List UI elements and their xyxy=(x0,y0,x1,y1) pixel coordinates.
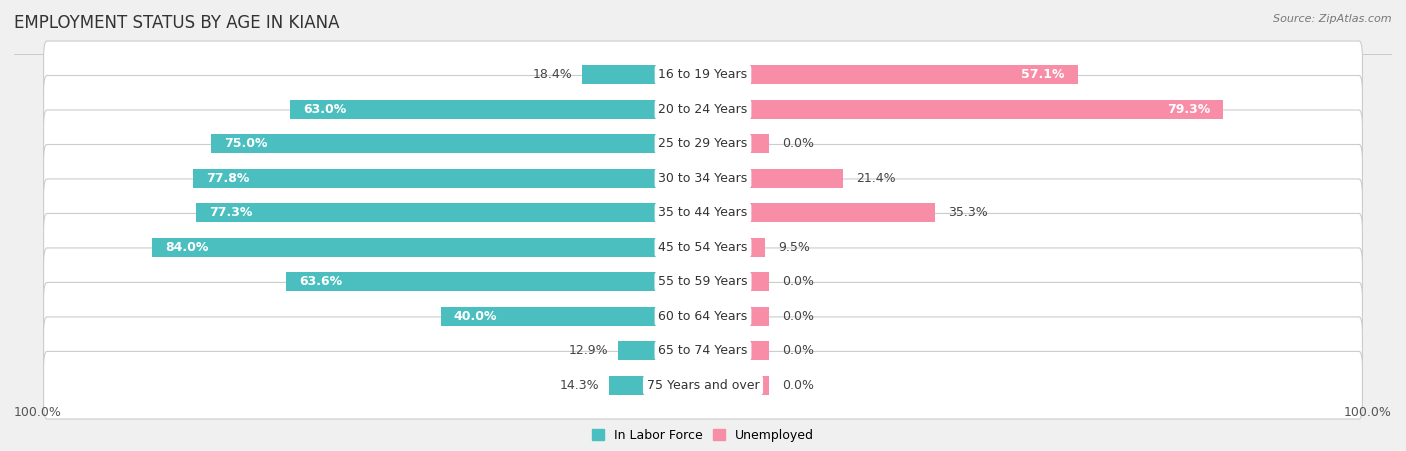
Text: 77.8%: 77.8% xyxy=(205,172,249,185)
Bar xyxy=(703,238,765,257)
Text: 77.3%: 77.3% xyxy=(209,206,252,219)
Text: 0.0%: 0.0% xyxy=(782,310,814,323)
Text: 45 to 54 Years: 45 to 54 Years xyxy=(658,241,748,254)
Text: 18.4%: 18.4% xyxy=(533,68,572,81)
Bar xyxy=(703,169,844,188)
Text: 75.0%: 75.0% xyxy=(224,137,267,150)
Text: 100.0%: 100.0% xyxy=(1344,406,1392,419)
Text: 9.5%: 9.5% xyxy=(779,241,810,254)
Text: 0.0%: 0.0% xyxy=(782,137,814,150)
FancyBboxPatch shape xyxy=(44,248,1362,316)
Text: 63.0%: 63.0% xyxy=(302,103,346,116)
FancyBboxPatch shape xyxy=(44,144,1362,212)
Text: 57.1%: 57.1% xyxy=(1021,68,1064,81)
Text: 40.0%: 40.0% xyxy=(454,310,498,323)
FancyBboxPatch shape xyxy=(44,179,1362,247)
Text: 14.3%: 14.3% xyxy=(560,379,599,392)
FancyBboxPatch shape xyxy=(44,351,1362,419)
Text: 75 Years and over: 75 Years and over xyxy=(647,379,759,392)
Bar xyxy=(152,238,703,257)
Text: 65 to 74 Years: 65 to 74 Years xyxy=(658,344,748,357)
FancyBboxPatch shape xyxy=(44,110,1362,178)
Bar xyxy=(285,272,703,291)
Bar xyxy=(703,65,1077,84)
Bar xyxy=(193,169,703,188)
Bar xyxy=(609,376,703,395)
Text: 35 to 44 Years: 35 to 44 Years xyxy=(658,206,748,219)
FancyBboxPatch shape xyxy=(44,317,1362,385)
Text: EMPLOYMENT STATUS BY AGE IN KIANA: EMPLOYMENT STATUS BY AGE IN KIANA xyxy=(14,14,340,32)
Legend: In Labor Force, Unemployed: In Labor Force, Unemployed xyxy=(592,429,814,442)
Text: 79.3%: 79.3% xyxy=(1167,103,1211,116)
Text: 20 to 24 Years: 20 to 24 Years xyxy=(658,103,748,116)
Text: 84.0%: 84.0% xyxy=(165,241,208,254)
Text: 12.9%: 12.9% xyxy=(569,344,609,357)
Bar xyxy=(195,203,703,222)
Bar xyxy=(703,203,935,222)
Text: 0.0%: 0.0% xyxy=(782,379,814,392)
Text: Source: ZipAtlas.com: Source: ZipAtlas.com xyxy=(1274,14,1392,23)
Bar xyxy=(703,307,769,326)
FancyBboxPatch shape xyxy=(44,75,1362,143)
Bar xyxy=(440,307,703,326)
Text: 60 to 64 Years: 60 to 64 Years xyxy=(658,310,748,323)
Bar xyxy=(703,272,769,291)
Text: 21.4%: 21.4% xyxy=(856,172,896,185)
Bar xyxy=(703,341,769,360)
Bar xyxy=(211,134,703,153)
Text: 0.0%: 0.0% xyxy=(782,275,814,288)
Text: 35.3%: 35.3% xyxy=(948,206,987,219)
Text: 0.0%: 0.0% xyxy=(782,344,814,357)
Bar xyxy=(703,376,769,395)
Bar xyxy=(290,100,703,119)
Text: 63.6%: 63.6% xyxy=(299,275,342,288)
Bar xyxy=(703,134,769,153)
FancyBboxPatch shape xyxy=(44,41,1362,109)
Text: 25 to 29 Years: 25 to 29 Years xyxy=(658,137,748,150)
FancyBboxPatch shape xyxy=(44,213,1362,281)
Text: 55 to 59 Years: 55 to 59 Years xyxy=(658,275,748,288)
Bar xyxy=(619,341,703,360)
FancyBboxPatch shape xyxy=(44,282,1362,350)
Text: 16 to 19 Years: 16 to 19 Years xyxy=(658,68,748,81)
Bar xyxy=(703,100,1223,119)
Text: 100.0%: 100.0% xyxy=(14,406,62,419)
Text: 30 to 34 Years: 30 to 34 Years xyxy=(658,172,748,185)
Bar xyxy=(582,65,703,84)
